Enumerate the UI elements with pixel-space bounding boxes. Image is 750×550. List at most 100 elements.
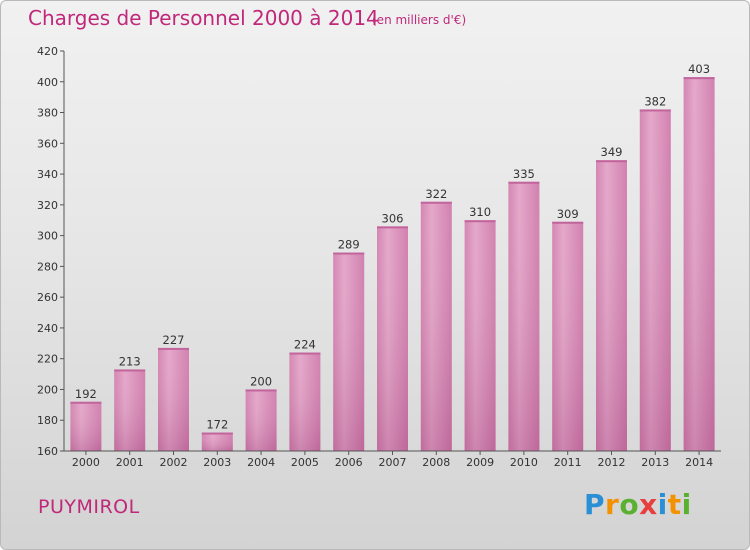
logo-letter: t xyxy=(667,488,682,521)
logo-letter: x xyxy=(639,488,658,521)
bar-shade xyxy=(289,352,321,451)
data-label: 349 xyxy=(601,145,623,159)
bar-top xyxy=(201,432,233,435)
bar-top xyxy=(420,201,452,204)
bar-top xyxy=(245,389,277,392)
x-tick-label: 2008 xyxy=(422,456,450,469)
bar-top xyxy=(639,109,671,112)
bar-2014: 403 xyxy=(683,62,715,452)
bar-2001: 213 xyxy=(114,354,146,451)
logo-letter: i xyxy=(681,488,692,521)
y-tick-label: 260 xyxy=(37,291,58,304)
data-label: 382 xyxy=(644,94,666,108)
x-tick-label: 2007 xyxy=(379,456,407,469)
proxiti-logo: Proxiti xyxy=(584,488,692,521)
y-tick-label: 280 xyxy=(37,260,58,273)
bar-top xyxy=(596,160,627,163)
town-name: PUYMIROL xyxy=(38,496,140,518)
y-tick-label: 420 xyxy=(37,45,58,58)
y-tick-label: 380 xyxy=(37,107,58,120)
bar-shade xyxy=(377,226,408,451)
y-tick-label: 300 xyxy=(37,230,58,243)
chart-title: Charges de Personnel 2000 à 2014 xyxy=(28,6,379,30)
y-tick-label: 180 xyxy=(37,414,58,427)
data-label: 192 xyxy=(75,387,97,401)
x-tick-label: 2005 xyxy=(291,456,319,469)
bar-2004: 200 xyxy=(245,374,277,451)
bar-top xyxy=(70,401,102,404)
data-label: 310 xyxy=(469,205,491,219)
logo-letter: P xyxy=(584,488,606,521)
chart-subtitle: (en milliers d'€) xyxy=(372,13,467,27)
data-label: 213 xyxy=(119,354,141,368)
x-tick-label: 2010 xyxy=(510,456,538,469)
data-label: 403 xyxy=(688,62,710,76)
logo-letter: i xyxy=(657,488,668,521)
bar-2009: 310 xyxy=(464,205,496,451)
x-tick-label: 2011 xyxy=(554,456,582,469)
data-label: 322 xyxy=(425,187,447,201)
bar-shade xyxy=(201,432,233,451)
bar-2003: 172 xyxy=(201,418,233,451)
x-tick-label: 2013 xyxy=(641,456,669,469)
bar-shade xyxy=(683,77,715,452)
y-tick-label: 340 xyxy=(37,168,58,181)
x-tick-label: 2006 xyxy=(335,456,363,469)
y-tick-label: 320 xyxy=(37,199,58,212)
x-tick-label: 2009 xyxy=(466,456,494,469)
bar-shade xyxy=(596,160,627,451)
bar-shade xyxy=(420,201,452,451)
bar-2000: 192 xyxy=(70,387,102,451)
bars: 192 213 227 172 200 224 289 306 322 310 335 309 349 3… xyxy=(70,62,715,452)
bar-2008: 322 xyxy=(420,187,452,451)
x-tick-label: 2000 xyxy=(72,456,100,469)
bar-top xyxy=(552,221,584,224)
bar-2005: 224 xyxy=(289,338,321,451)
bar-shade xyxy=(552,221,584,451)
x-tick-label: 2012 xyxy=(598,456,626,469)
data-label: 172 xyxy=(206,418,228,432)
x-tick-label: 2002 xyxy=(160,456,188,469)
bar-shade xyxy=(158,347,189,451)
data-label: 224 xyxy=(294,338,316,352)
x-axis: 2000 2001 2002 2003 2004 2005 2006 2007 2008 2009… xyxy=(64,450,721,469)
bar-2013: 382 xyxy=(639,94,671,451)
bar-shade xyxy=(70,401,102,451)
bar-shade xyxy=(333,252,365,451)
data-label: 200 xyxy=(250,374,272,388)
bar-top xyxy=(158,347,189,350)
y-tick-label: 400 xyxy=(37,76,58,89)
data-label: 335 xyxy=(513,167,535,181)
bar-2006: 289 xyxy=(333,238,365,451)
bar-shade xyxy=(114,369,146,451)
bar-top xyxy=(464,220,496,223)
y-axis: 160 180 200 220 240 260 280 300 320 340 360 380 400 4… xyxy=(37,45,65,458)
bar-top xyxy=(333,252,365,255)
logo-letter: r xyxy=(605,488,620,521)
bar-2011: 309 xyxy=(552,207,584,451)
bar-2007: 306 xyxy=(377,211,408,451)
bar-top xyxy=(114,369,146,372)
data-label: 289 xyxy=(338,238,360,252)
data-label: 227 xyxy=(163,333,185,347)
bar-2002: 227 xyxy=(158,333,189,451)
y-tick-label: 220 xyxy=(37,353,58,366)
x-tick-label: 2004 xyxy=(247,456,275,469)
bar-2010: 335 xyxy=(508,167,540,451)
bar-2012: 349 xyxy=(596,145,627,451)
bar-shade xyxy=(245,389,277,451)
bar-top xyxy=(377,226,408,229)
y-tick-label: 200 xyxy=(37,383,58,396)
bar-top xyxy=(683,77,715,80)
bar-top xyxy=(289,352,321,355)
y-tick-label: 360 xyxy=(37,137,58,150)
bar-shade xyxy=(464,220,496,451)
bar-shade xyxy=(508,181,540,451)
bar-shade xyxy=(639,109,671,451)
logo-letter: o xyxy=(619,488,640,521)
x-tick-label: 2014 xyxy=(685,456,713,469)
data-label: 306 xyxy=(382,211,404,225)
y-tick-label: 160 xyxy=(37,445,58,458)
